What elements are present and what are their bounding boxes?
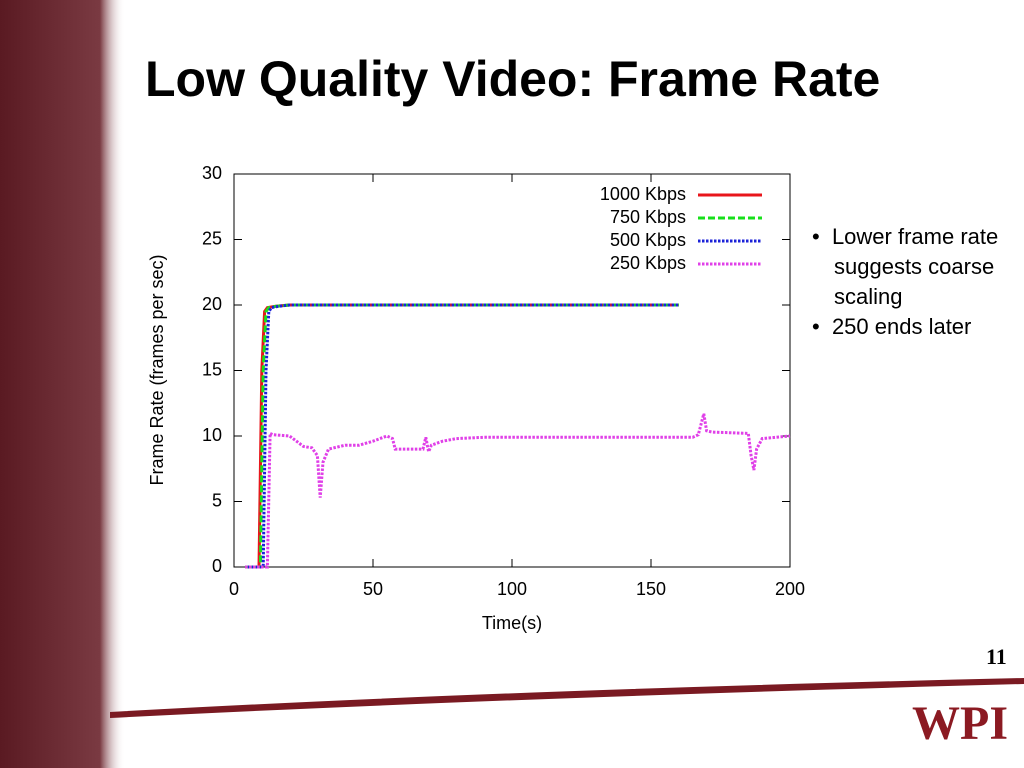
x-axis-label: Time(s) — [482, 613, 542, 633]
y-tick-label: 10 — [202, 425, 222, 445]
background-photo — [0, 0, 125, 768]
y-tick-label: 15 — [202, 359, 222, 379]
series-line — [245, 413, 791, 569]
y-tick-label: 30 — [202, 163, 222, 183]
y-axis-label: Frame Rate (frames per sec) — [147, 254, 167, 485]
swoosh — [110, 678, 1024, 718]
legend-label: 500 Kbps — [610, 230, 686, 250]
bullet: Lower frame rate suggests coarse scaling — [812, 222, 1012, 312]
series-line — [247, 303, 679, 569]
legend-label: 250 Kbps — [610, 253, 686, 273]
bullet: 250 ends later — [812, 312, 1012, 342]
slide-number: 11 — [986, 644, 1007, 669]
bullet-list: Lower frame rate suggests coarse scaling… — [812, 222, 1012, 342]
legend-label: 750 Kbps — [610, 207, 686, 227]
series-line — [245, 303, 679, 569]
y-tick-label: 25 — [202, 228, 222, 248]
plot-area — [233, 173, 791, 568]
x-tick-label: 150 — [636, 579, 666, 599]
logo: WPI — [912, 697, 1008, 750]
x-tick-label: 50 — [363, 579, 383, 599]
y-tick-label: 5 — [212, 490, 222, 510]
x-tick-label: 100 — [497, 579, 527, 599]
legend-label: 1000 Kbps — [600, 184, 686, 204]
logo-box — [898, 693, 1022, 755]
x-tick-label: 0 — [229, 579, 239, 599]
y-tick-label: 20 — [202, 294, 222, 314]
slide-title: Low Quality Video: Frame Rate — [145, 51, 881, 107]
x-tick-label: 200 — [775, 579, 805, 599]
y-tick-label: 0 — [212, 556, 222, 576]
